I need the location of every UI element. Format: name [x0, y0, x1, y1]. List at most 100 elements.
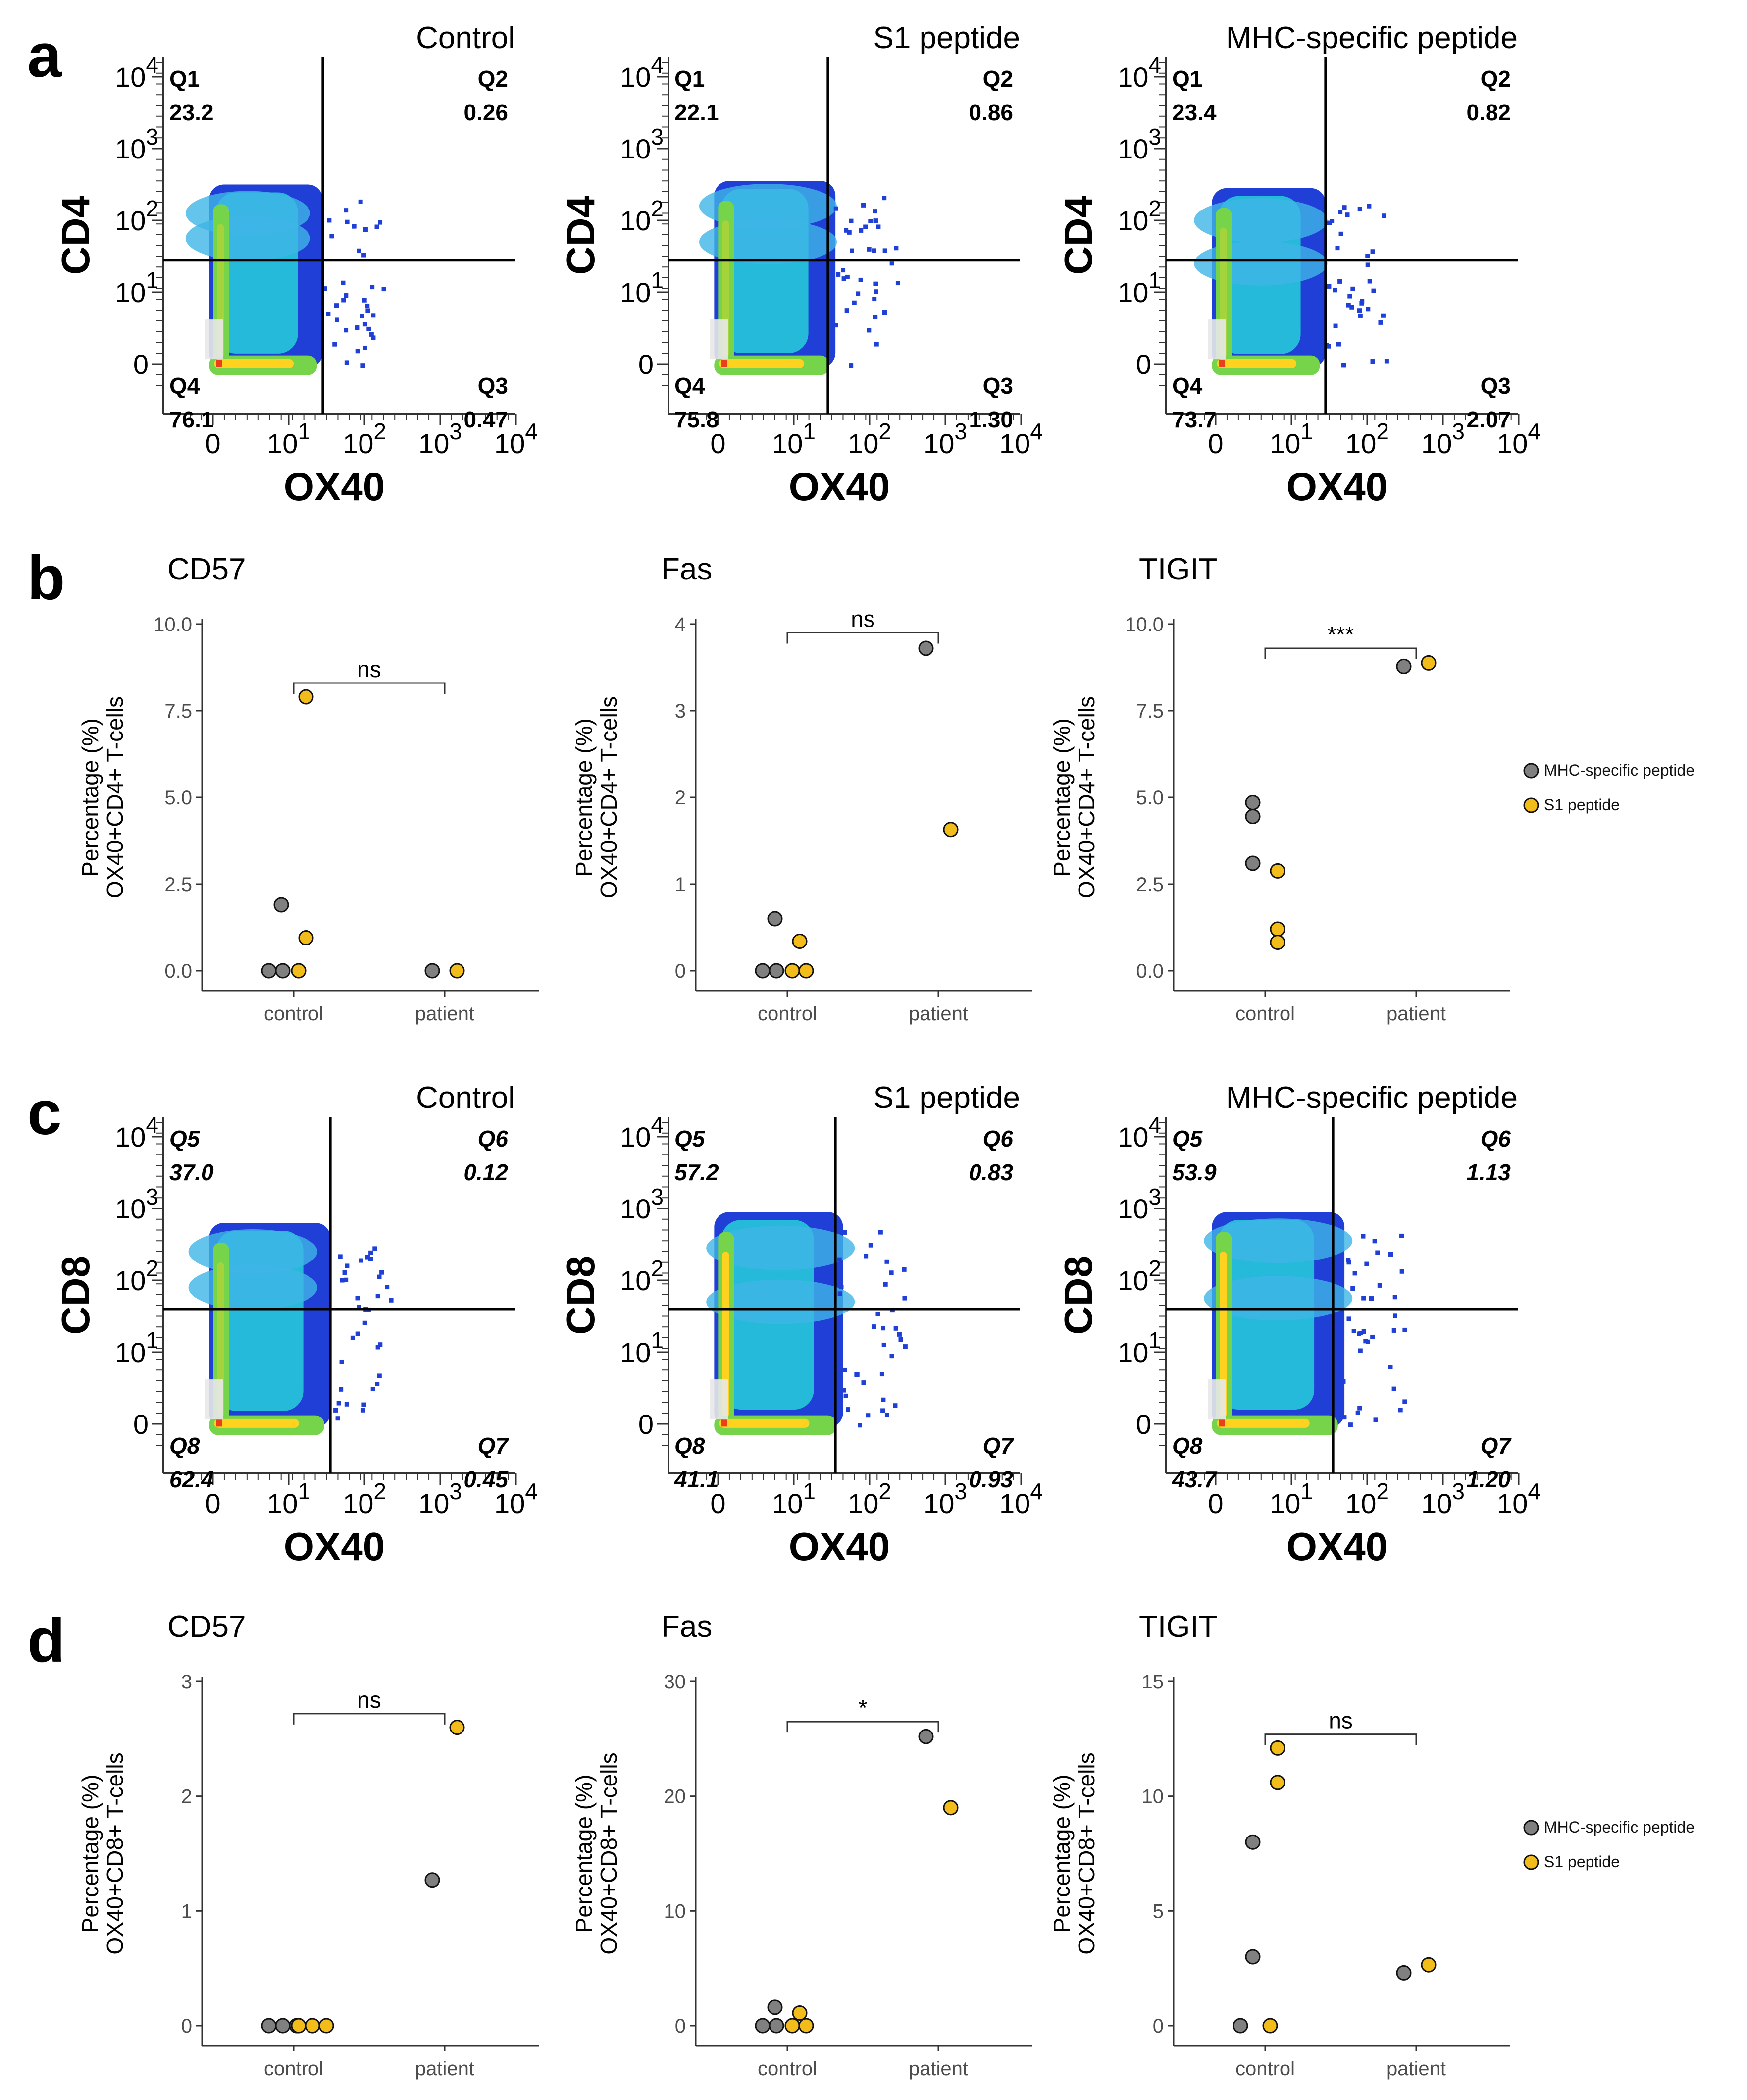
point-mhc-specific — [261, 963, 277, 979]
event-dot — [1327, 284, 1332, 289]
point-s1 — [305, 2018, 320, 2034]
quadrant-value: 0.86 — [969, 100, 1013, 125]
scatter-title: CD57 — [167, 1610, 246, 1644]
flow-plot-1: S1 peptide 0 101 102 103 104 0 101 102 103 104 CD8 O… — [559, 1081, 1043, 1569]
significance-bracket — [1264, 1733, 1417, 1745]
y-tick-label: 102 — [1118, 196, 1161, 236]
x-tick-label: patient — [1387, 1003, 1446, 1025]
x-tick-label: 0 — [710, 1488, 725, 1519]
event-dot — [1338, 210, 1343, 214]
event-dot — [898, 1337, 903, 1342]
gate-label-box — [1208, 319, 1226, 360]
density-lobe — [188, 1229, 317, 1274]
flow-plot-2: MHC-specific peptide 0 101 102 103 104 0 101 102… — [1056, 21, 1541, 509]
event-dot — [858, 1423, 863, 1428]
quadrant-label: Q5 — [169, 1126, 201, 1152]
flow-plot-title: S1 peptide — [874, 1081, 1020, 1115]
y-tick-label: 10.0 — [154, 614, 192, 635]
quadrant-value: 37.0 — [169, 1159, 214, 1185]
quadrant-label: Q5 — [674, 1126, 706, 1152]
point-mhc-specific — [1396, 1965, 1412, 1981]
point-s1 — [1270, 935, 1285, 950]
scatter-title: TIGIT — [1139, 552, 1217, 586]
event-dot — [368, 1250, 373, 1255]
point-mhc-specific — [1245, 1949, 1261, 1965]
x-tick-label: 102 — [848, 1478, 891, 1519]
point-mhc-specific — [755, 963, 771, 979]
y-tick-label: 102 — [115, 196, 158, 236]
point-s1 — [318, 2018, 334, 2034]
x-axis-title: OX40 — [789, 465, 890, 509]
density-floor-peak — [1217, 359, 1296, 368]
event-dot — [344, 1402, 349, 1407]
event-dot — [838, 1392, 843, 1397]
flow-plot-title: MHC-specific peptide — [1226, 1081, 1518, 1115]
density-max — [1219, 360, 1225, 367]
y-axis-title: Percentage (%) — [571, 718, 597, 877]
y-tick-label: 101 — [1118, 267, 1161, 308]
event-dot — [1341, 363, 1346, 368]
scatter-plot-0: CD57 0.0 2.5 5.0 7.5 10.0 control patient Percen… — [77, 552, 539, 1025]
y-axis-title: CD8 — [53, 1256, 98, 1335]
y-axis-title: CD4 — [1056, 195, 1100, 275]
density-column-peak — [1220, 1252, 1227, 1418]
event-dot — [1338, 1370, 1343, 1375]
event-dot — [859, 228, 864, 233]
event-dot — [1364, 1261, 1369, 1266]
event-dot — [360, 1408, 365, 1413]
y-tick-label: 1 — [675, 874, 686, 895]
event-dot — [1348, 1422, 1353, 1427]
event-dot — [1369, 1296, 1374, 1301]
flow-plot-title: Control — [416, 21, 515, 55]
y-tick-label: 102 — [115, 1256, 158, 1296]
point-mhc-specific — [767, 911, 783, 927]
point-mhc-specific — [769, 2018, 784, 2034]
event-dot — [850, 248, 855, 253]
event-dot — [874, 289, 878, 294]
scatter-plot-2: TIGIT 0 5 10 15 control patient Percentage (%)O… — [1049, 1610, 1510, 2080]
y-tick-label: 2 — [675, 787, 686, 809]
density-cloud — [1194, 188, 1328, 375]
event-dot — [847, 230, 852, 235]
y-tick-label: 5.0 — [1136, 787, 1164, 809]
quadrant-value: 43.7 — [1172, 1467, 1218, 1492]
event-dot — [336, 1401, 341, 1406]
event-dot — [360, 314, 364, 318]
event-dot — [334, 317, 339, 322]
event-dot — [360, 363, 365, 368]
x-tick-label: control — [1235, 2058, 1295, 2080]
event-dot — [1367, 279, 1372, 284]
event-dot — [1378, 320, 1383, 325]
event-dot — [344, 360, 349, 365]
event-dot — [361, 1402, 366, 1407]
event-dot — [1399, 1269, 1404, 1274]
event-dot — [878, 1230, 883, 1235]
point-s1 — [1270, 863, 1285, 879]
x-axis-title: OX40 — [789, 1524, 890, 1569]
quadrant-label: Q2 — [478, 66, 508, 92]
event-dot — [378, 1342, 383, 1347]
event-dot — [1371, 288, 1376, 293]
quadrant-value: 0.83 — [969, 1159, 1013, 1185]
event-dot — [1350, 1286, 1355, 1291]
x-tick-label: 101 — [1270, 1478, 1313, 1519]
event-dot — [389, 1298, 394, 1303]
x-tick-label: 102 — [1345, 419, 1389, 459]
point-s1 — [449, 1720, 465, 1735]
event-dot — [836, 272, 841, 277]
event-dot — [849, 363, 854, 368]
event-dot — [858, 277, 863, 282]
y-tick-label: 10.0 — [1125, 614, 1164, 635]
event-dot — [375, 1381, 380, 1386]
event-dot — [329, 234, 334, 239]
event-dot — [1342, 1415, 1347, 1420]
event-dot — [359, 1258, 363, 1263]
panel-a-cd4-flow: Control 0 101 102 103 104 0 101 102 103 104 CD4 OX40… — [53, 21, 1541, 509]
event-dot — [1346, 1260, 1351, 1265]
legend-marker-s1 — [1523, 797, 1539, 813]
legend-b: MHC-specific peptide S1 peptide — [1523, 761, 1695, 814]
event-dot — [881, 1326, 886, 1331]
quadrant-label: Q3 — [1481, 373, 1511, 399]
event-dot — [381, 287, 386, 292]
event-dot — [1346, 1316, 1351, 1321]
